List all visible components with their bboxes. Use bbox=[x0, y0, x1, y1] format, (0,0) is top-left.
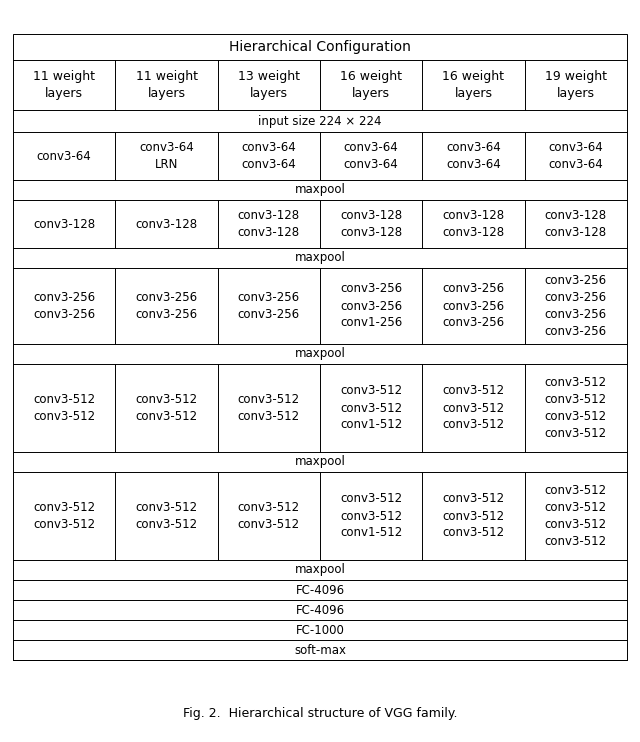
Text: FC-4096: FC-4096 bbox=[296, 583, 344, 597]
Text: conv3-256
conv3-256
conv3-256: conv3-256 conv3-256 conv3-256 bbox=[442, 283, 504, 329]
Text: 16 weight
layers: 16 weight layers bbox=[442, 70, 504, 100]
Text: conv3-256
conv3-256
conv3-256
conv3-256: conv3-256 conv3-256 conv3-256 conv3-256 bbox=[545, 274, 607, 338]
Text: conv3-128
conv3-128: conv3-128 conv3-128 bbox=[238, 209, 300, 239]
Text: soft-max: soft-max bbox=[294, 643, 346, 657]
Text: FC-4096: FC-4096 bbox=[296, 603, 344, 617]
Text: 11 weight
layers: 11 weight layers bbox=[136, 70, 198, 100]
Text: conv3-512
conv3-512: conv3-512 conv3-512 bbox=[136, 393, 198, 423]
Text: conv3-64
conv3-64: conv3-64 conv3-64 bbox=[548, 141, 604, 171]
Text: maxpool: maxpool bbox=[294, 183, 346, 197]
Text: conv3-128
conv3-128: conv3-128 conv3-128 bbox=[545, 209, 607, 239]
Text: 11 weight
layers: 11 weight layers bbox=[33, 70, 95, 100]
Text: 13 weight
layers: 13 weight layers bbox=[238, 70, 300, 100]
Text: conv3-512
conv3-512
conv1-512: conv3-512 conv3-512 conv1-512 bbox=[340, 384, 403, 432]
Text: conv3-256
conv3-256: conv3-256 conv3-256 bbox=[136, 291, 198, 321]
Text: maxpool: maxpool bbox=[294, 347, 346, 361]
Text: conv3-128: conv3-128 bbox=[33, 217, 95, 231]
Text: 19 weight
layers: 19 weight layers bbox=[545, 70, 607, 100]
Text: 16 weight
layers: 16 weight layers bbox=[340, 70, 402, 100]
Text: conv3-64
LRN: conv3-64 LRN bbox=[139, 141, 194, 171]
Text: conv3-256
conv3-256
conv1-256: conv3-256 conv3-256 conv1-256 bbox=[340, 283, 403, 329]
Text: conv3-512
conv3-512
conv3-512
conv3-512: conv3-512 conv3-512 conv3-512 conv3-512 bbox=[545, 484, 607, 548]
Text: conv3-512
conv3-512
conv1-512: conv3-512 conv3-512 conv1-512 bbox=[340, 493, 403, 539]
Text: conv3-256
conv3-256: conv3-256 conv3-256 bbox=[33, 291, 95, 321]
Text: conv3-128
conv3-128: conv3-128 conv3-128 bbox=[442, 209, 504, 239]
Text: maxpool: maxpool bbox=[294, 563, 346, 577]
Text: FC-1000: FC-1000 bbox=[296, 623, 344, 637]
Text: conv3-512
conv3-512
conv3-512
conv3-512: conv3-512 conv3-512 conv3-512 conv3-512 bbox=[545, 376, 607, 440]
Text: conv3-64
conv3-64: conv3-64 conv3-64 bbox=[241, 141, 296, 171]
Text: conv3-128: conv3-128 bbox=[136, 217, 198, 231]
Text: maxpool: maxpool bbox=[294, 456, 346, 468]
Text: conv3-64
conv3-64: conv3-64 conv3-64 bbox=[446, 141, 501, 171]
Text: conv3-512
conv3-512: conv3-512 conv3-512 bbox=[238, 501, 300, 531]
Text: conv3-512
conv3-512
conv3-512: conv3-512 conv3-512 conv3-512 bbox=[442, 493, 504, 539]
Text: Hierarchical Configuration: Hierarchical Configuration bbox=[229, 40, 411, 54]
Text: conv3-64
conv3-64: conv3-64 conv3-64 bbox=[344, 141, 399, 171]
Text: conv3-64: conv3-64 bbox=[36, 149, 92, 162]
Text: input size 224 × 224: input size 224 × 224 bbox=[259, 114, 381, 128]
Text: conv3-512
conv3-512: conv3-512 conv3-512 bbox=[238, 393, 300, 423]
Text: conv3-128
conv3-128: conv3-128 conv3-128 bbox=[340, 209, 402, 239]
Text: Fig. 2.  Hierarchical structure of VGG family.: Fig. 2. Hierarchical structure of VGG fa… bbox=[183, 708, 457, 720]
Text: conv3-512
conv3-512
conv3-512: conv3-512 conv3-512 conv3-512 bbox=[442, 384, 504, 432]
Text: conv3-512
conv3-512: conv3-512 conv3-512 bbox=[33, 501, 95, 531]
Text: conv3-512
conv3-512: conv3-512 conv3-512 bbox=[136, 501, 198, 531]
Text: maxpool: maxpool bbox=[294, 252, 346, 264]
Text: conv3-512
conv3-512: conv3-512 conv3-512 bbox=[33, 393, 95, 423]
Text: conv3-256
conv3-256: conv3-256 conv3-256 bbox=[238, 291, 300, 321]
